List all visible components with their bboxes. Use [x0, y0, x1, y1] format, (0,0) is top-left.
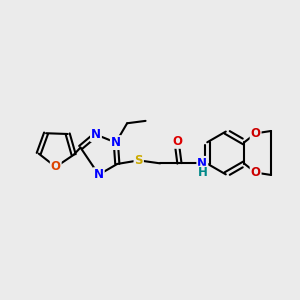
Text: O: O	[250, 127, 261, 140]
Text: O: O	[250, 166, 261, 179]
Text: N: N	[197, 157, 207, 170]
Text: O: O	[51, 160, 61, 173]
Text: N: N	[91, 128, 101, 141]
Text: S: S	[134, 154, 143, 167]
Text: N: N	[111, 136, 121, 149]
Text: O: O	[172, 135, 182, 148]
Text: H: H	[197, 167, 207, 179]
Text: N: N	[94, 168, 104, 181]
